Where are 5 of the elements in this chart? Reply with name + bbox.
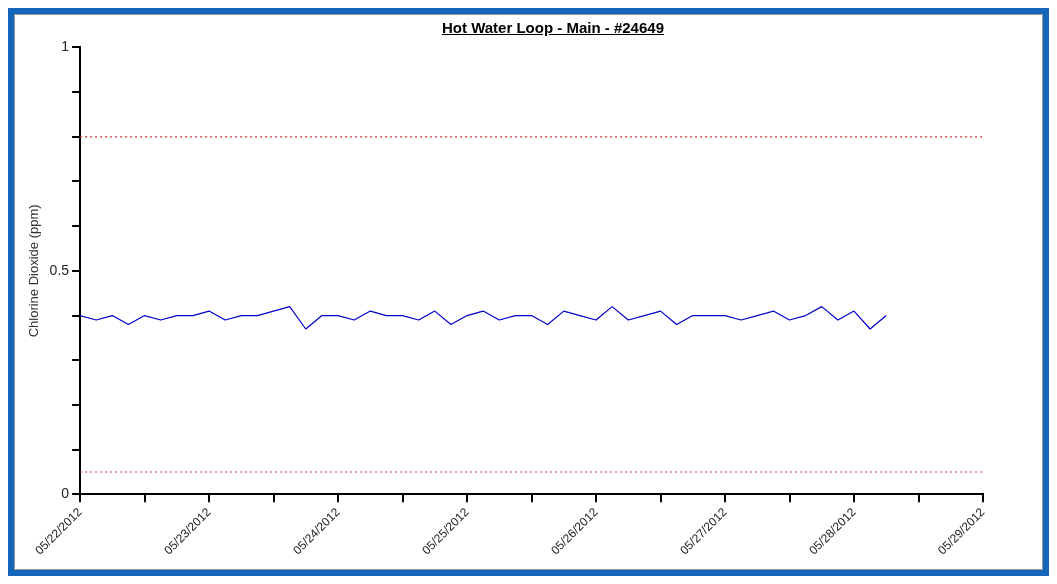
y-tick-label: 0.5 xyxy=(49,261,70,278)
y-tick-label: 0 xyxy=(61,485,70,502)
y-axis-title: Chlorine Dioxide (ppm) xyxy=(26,204,42,338)
y-tick-label: 1 xyxy=(61,38,70,55)
chart-title: Hot Water Loop - Main - #24649 xyxy=(441,19,665,36)
